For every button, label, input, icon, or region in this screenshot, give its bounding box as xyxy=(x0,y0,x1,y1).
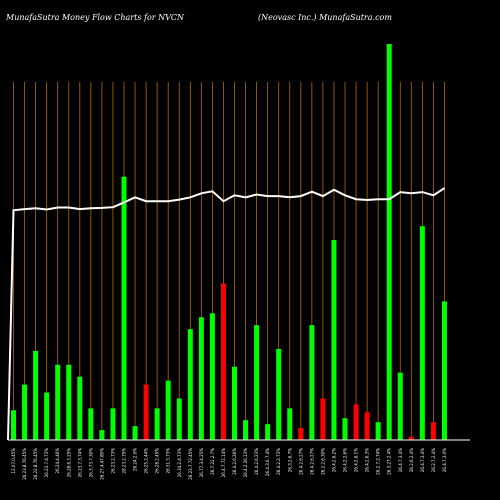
bar xyxy=(441,301,447,440)
x-tick-label: 26.4.2.6.23% xyxy=(254,448,259,475)
x-tick-label: 26.23.8.76.45% xyxy=(22,448,27,480)
bar xyxy=(353,404,359,440)
x-tick-label: 26.23.7.3.74% xyxy=(77,448,82,477)
x-tick-label: 26.4.7.72.14% xyxy=(221,448,226,477)
bar-layer xyxy=(11,44,447,440)
bar xyxy=(11,410,16,440)
bar xyxy=(298,428,304,440)
x-tick-label: 26.2.7.2.4% xyxy=(431,448,436,472)
bar xyxy=(430,422,436,440)
bar xyxy=(44,392,50,440)
bar xyxy=(287,408,293,440)
bar xyxy=(243,420,249,440)
x-tick-label: 26.27.4.47.80% xyxy=(99,448,104,480)
x-tick-label: 26.4.2.6.1% xyxy=(354,448,359,472)
x-tick-label: 26.4.2.6.27% xyxy=(309,448,314,475)
x-tick-label: 26.23.2.73% xyxy=(110,448,115,474)
bar xyxy=(320,398,326,440)
x-tick-label: 26.24.2.0% xyxy=(133,448,138,471)
bar xyxy=(386,44,392,440)
bar xyxy=(408,436,414,440)
bar xyxy=(77,376,83,440)
bar xyxy=(232,366,237,440)
bar xyxy=(364,412,370,440)
x-tick-label: 26.4.2.6.26% xyxy=(232,448,237,475)
bar xyxy=(265,424,271,440)
x-tick-label: 26.4.2.2.73% xyxy=(276,448,281,475)
x-tick-label: 26.24.4.46% xyxy=(55,448,60,474)
x-tick-label: 26.4.3.6.7.4% xyxy=(265,448,270,476)
bar xyxy=(331,240,337,440)
bar xyxy=(121,176,127,440)
chart-title-right: (Neovasc Inc.) MunafaSutra.com xyxy=(258,13,392,22)
bar xyxy=(99,430,105,440)
x-tick-label: 26.31.3.73% xyxy=(166,448,171,474)
bar xyxy=(22,384,28,440)
price-line xyxy=(7,187,446,441)
tick-layer: 12.07.0.45% 26.23.8.76.45% 26.22.8.76.45% 2… xyxy=(11,448,447,480)
x-tick-label: 26.4.7.3.4% xyxy=(420,448,425,472)
x-tick-label: 26.4.2.2.6% xyxy=(343,448,348,472)
bar xyxy=(55,364,61,440)
bar xyxy=(397,372,403,440)
bar xyxy=(209,313,215,440)
bar xyxy=(88,408,94,440)
bar xyxy=(176,398,182,440)
x-tick-label: 26.77.3.4.25% xyxy=(199,448,204,477)
x-tick-label: 26.2.7.2.74% xyxy=(376,448,381,475)
x-tick-label: 26.4.2.6.27% xyxy=(298,448,303,475)
x-tick-label: 26.4.7.3.4% xyxy=(398,448,403,472)
bar xyxy=(375,422,381,440)
bar xyxy=(187,329,193,440)
bar xyxy=(342,418,348,440)
x-tick-label: 26.23.7.4.73% xyxy=(44,448,49,477)
bar xyxy=(33,350,39,440)
bar xyxy=(143,384,149,440)
chart-title-left: MunafaSutra Money Flow Charts for NVCN xyxy=(5,13,185,22)
bar xyxy=(198,317,204,440)
bar xyxy=(254,325,260,440)
x-tick-label: 26.7.22.2.7% xyxy=(210,448,215,475)
x-tick-label: 12.07.0.45% xyxy=(11,448,16,474)
x-tick-label: 26.3.2.6.7% xyxy=(287,448,292,472)
x-tick-label: 26.2.2.6.30% xyxy=(320,448,325,475)
x-tick-label: 26.4.2.6.2% xyxy=(331,448,336,472)
x-tick-label: 26.25.2.44% xyxy=(144,448,149,474)
x-tick-label: 26.3.73.7.30% xyxy=(88,448,93,477)
x-tick-label: 28.23.2.75% xyxy=(122,448,127,474)
bar xyxy=(132,426,138,440)
bar xyxy=(220,283,226,440)
x-tick-label: 26.28.6.3.25% xyxy=(66,448,71,477)
x-tick-label: 26.4.2.26.13% xyxy=(243,448,248,477)
x-tick-label: 26.28.2.45% xyxy=(155,448,160,474)
bar xyxy=(309,325,315,440)
bar xyxy=(165,380,171,440)
bar xyxy=(276,348,282,440)
bar xyxy=(110,408,116,440)
x-tick-label: 26.22.8.76.45% xyxy=(33,448,38,480)
x-tick-label: 26.23.7.72.45% xyxy=(188,448,193,480)
x-tick-label: 26.2.6.2.4% xyxy=(409,448,414,472)
x-tick-label: 26.4.2.6.3% xyxy=(365,448,370,472)
x-tick-label: 26.34.2.4.73% xyxy=(177,448,182,477)
bar xyxy=(66,364,72,440)
bar xyxy=(419,226,425,440)
bar xyxy=(154,408,160,440)
x-tick-label: 26.4.7.3.0% xyxy=(442,448,447,472)
x-tick-label: 26.3.27.2.4% xyxy=(387,448,392,475)
